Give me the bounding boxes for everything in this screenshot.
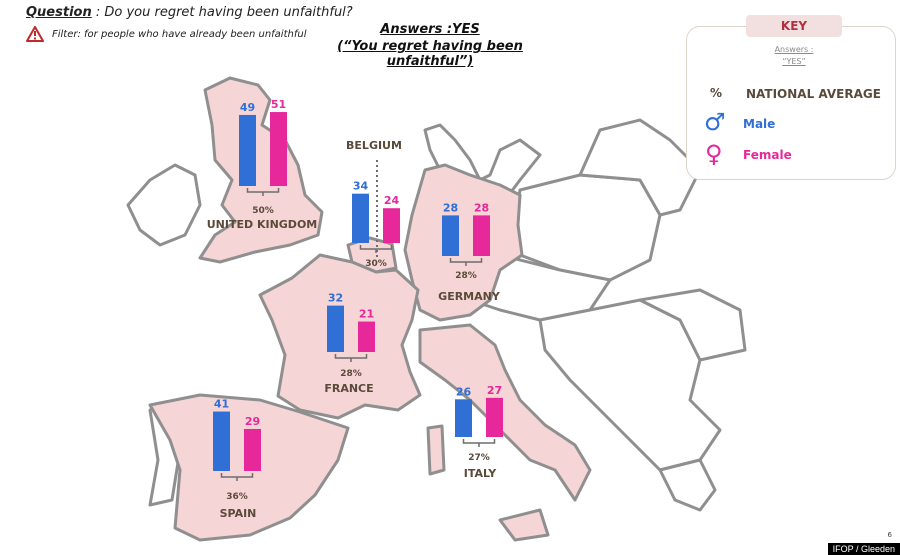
france-average: 28% [340,369,362,379]
title-line-2: (“You regret having been unfaithful”) [337,39,523,69]
spain-male-bar [213,411,230,471]
belgium-male-bar [352,193,369,243]
key-national-average: NATIONAL AVERAGE [746,87,881,101]
chart-title: Answers :YES (“You regret having been un… [300,22,560,69]
key-badge: KEY [746,15,842,37]
key-female-label: Female [743,148,792,162]
italy-average: 27% [468,453,490,463]
belgium-bracket [359,245,393,253]
germany-female-value: 28 [474,201,489,214]
belgium-label: BELGIUM [346,139,402,152]
spain-female-value: 29 [245,415,260,428]
italy-female-value: 27 [487,384,502,397]
uk-shape [198,76,324,264]
belgium-female-bar [383,208,400,243]
key-panel [686,26,896,180]
page-number: 6 [887,531,892,539]
italy-shape [418,323,592,502]
united-kingdom-bracket [246,188,280,196]
france-bracket [334,354,368,362]
germany-shape [403,163,524,322]
germany-male-value: 28 [443,201,458,214]
united-kingdom-female-bar [270,112,287,186]
key-male-label: Male [743,117,776,131]
question-line: Question : Do you regret having been unf… [26,5,353,20]
italy-male-bar [455,399,472,437]
france-male-bar [327,305,344,352]
warning-icon [26,26,44,42]
united-kingdom-average: 50% [252,206,274,216]
italy-male-value: 26 [456,385,472,398]
spain-average: 36% [226,492,248,502]
key-percent-symbol: % [710,86,723,100]
united-kingdom-male-bar [239,114,256,186]
germany-female-bar [473,215,490,256]
question-label: Question [26,5,92,20]
germany-male-bar [442,215,459,256]
sardinia-shape [426,424,446,476]
other-countries [126,118,747,512]
title-line-1: Answers :YES [380,22,480,37]
bar-groups: 49 51 50% UNITED KINGDOM 34 24 30% BELGIUM 28 28 2… [207,98,503,520]
france-male-value: 32 [328,292,343,305]
italy-bracket [462,439,496,447]
female-icon: ♀ [705,140,723,168]
united-kingdom-label: UNITED KINGDOM [207,218,318,231]
greece [658,458,717,512]
belgium-average: 30% [365,259,387,269]
france-female-value: 21 [359,308,374,321]
spain-bracket [220,473,254,481]
spain-male-value: 41 [214,398,229,411]
question-text: : Do you regret having been unfaithful? [91,5,353,20]
source-credit: IFOP / Gleeden [827,543,900,555]
belgium-female-value: 24 [384,194,400,207]
spain-female-bar [244,428,261,471]
italy-female-bar [486,397,503,437]
france-female-bar [358,321,375,352]
germany-label: GERMANY [438,290,501,303]
male-icon: ♂ [704,108,726,136]
united-kingdom-male-value: 49 [240,101,255,114]
germany-average: 28% [455,271,477,281]
united-kingdom-female-value: 51 [271,98,286,111]
romania [638,288,747,362]
ireland [126,163,202,247]
key-subtitle-line-1: Answers : [774,45,814,54]
belgium-male-value: 34 [353,180,369,193]
key-subtitle: Answers : “YES” [752,44,836,68]
filter-text: Filter: for people who have already been… [52,28,307,40]
filter-note: Filter: for people who have already been… [26,26,306,42]
key-subtitle-line-2: “YES” [782,57,806,66]
france-label: FRANCE [324,382,373,395]
germany-bracket [449,258,483,266]
sicily-shape [498,508,550,542]
spain-label: SPAIN [220,507,257,520]
italy-label: ITALY [464,467,498,480]
